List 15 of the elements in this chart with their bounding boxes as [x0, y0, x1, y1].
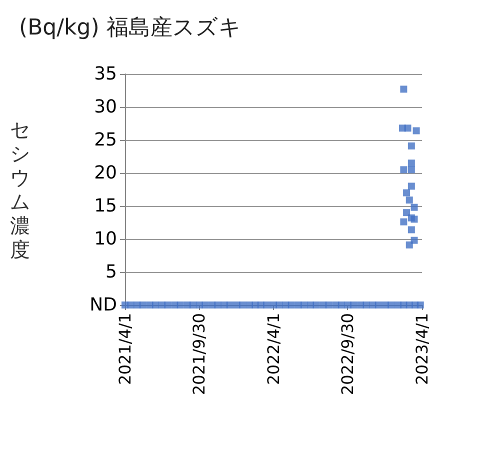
x-tick-label: 2021/9/30 [190, 313, 209, 396]
x-tick-label: 2023/4/1 [412, 313, 432, 385]
y-tick-label: 30 [94, 96, 117, 118]
y-tick-label: 20 [94, 162, 117, 184]
y-tick-label: 25 [94, 130, 117, 150]
y-tick-label: 5 [106, 262, 117, 282]
x-tick-label: 2022/4/1 [264, 313, 283, 385]
y-tick-label: 15 [94, 196, 117, 216]
y-tick-label: 10 [94, 228, 117, 250]
y-tick-label: 35 [94, 64, 117, 84]
x-tick-label: 2021/4/1 [116, 313, 134, 385]
y-tick-label: ND [90, 294, 117, 316]
y-axis-title: セシウム濃度 [10, 118, 30, 262]
x-tick-label: 2022/9/30 [338, 313, 358, 396]
chart-title: (Bq/kg) 福島産スズキ [19, 16, 242, 40]
